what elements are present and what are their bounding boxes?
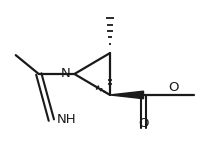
Text: O: O	[168, 81, 178, 94]
Text: N: N	[61, 67, 71, 80]
Polygon shape	[110, 91, 143, 99]
Text: O: O	[138, 116, 149, 130]
Text: NH: NH	[57, 112, 76, 126]
